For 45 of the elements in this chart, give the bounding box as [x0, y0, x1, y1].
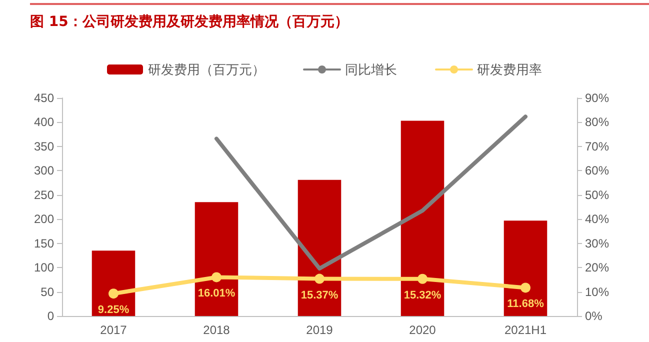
- x-tick-label: 2018: [203, 323, 230, 337]
- bar: [504, 220, 548, 316]
- y2-tick-label: 0%: [585, 309, 603, 323]
- y-tick-label: 250: [34, 188, 54, 202]
- y-tick-label: 350: [34, 139, 54, 154]
- legend-label: 研发费用（百万元）: [148, 62, 265, 77]
- y2-tick-label: 30%: [585, 236, 610, 250]
- y-tick-label: 50: [40, 284, 54, 299]
- y-tick-label: 450: [34, 91, 54, 105]
- y2-tick-label: 40%: [585, 212, 610, 226]
- point: [418, 274, 428, 284]
- bar: [400, 120, 444, 316]
- data-label: 15.37%: [300, 289, 338, 302]
- y-tick-label: 200: [34, 212, 54, 226]
- line-series: [214, 114, 528, 271]
- legend-label: 研发费用率: [477, 62, 542, 77]
- y-tick-label: 0: [47, 309, 54, 323]
- y-tick-label: 300: [34, 164, 54, 178]
- legend-label: 同比增长: [345, 62, 397, 77]
- point: [212, 272, 222, 282]
- bar: [298, 180, 342, 316]
- y2-tick-label: 10%: [585, 284, 610, 299]
- y-tick-label: 100: [34, 260, 54, 275]
- point: [314, 274, 324, 284]
- y2-tick-label: 80%: [585, 115, 610, 130]
- y-tick-label: 150: [34, 236, 54, 250]
- x-tick-label: 2020: [409, 323, 436, 337]
- chart-title: 图 15：公司研发费用及研发费用率情况（百万元）: [30, 3, 649, 31]
- point: [520, 282, 530, 293]
- y2-tick-label: 60%: [585, 164, 610, 178]
- point: [108, 288, 118, 299]
- data-label: 16.01%: [198, 288, 236, 300]
- x-tick-label: 2017: [100, 323, 128, 337]
- bar: [92, 250, 136, 316]
- y-tick-label: 400: [34, 115, 54, 130]
- x-tick-label: 2021H1: [504, 323, 547, 337]
- x-tick-label: 2019: [306, 323, 334, 337]
- data-label: 15.32%: [404, 289, 442, 302]
- bar: [194, 202, 238, 316]
- data-label: 9.25%: [98, 304, 130, 316]
- data-label: 11.68%: [507, 298, 544, 310]
- y2-tick-label: 20%: [585, 260, 610, 275]
- y2-tick-label: 70%: [585, 139, 610, 154]
- y2-tick-label: 90%: [585, 91, 610, 105]
- y2-tick-label: 50%: [585, 188, 610, 202]
